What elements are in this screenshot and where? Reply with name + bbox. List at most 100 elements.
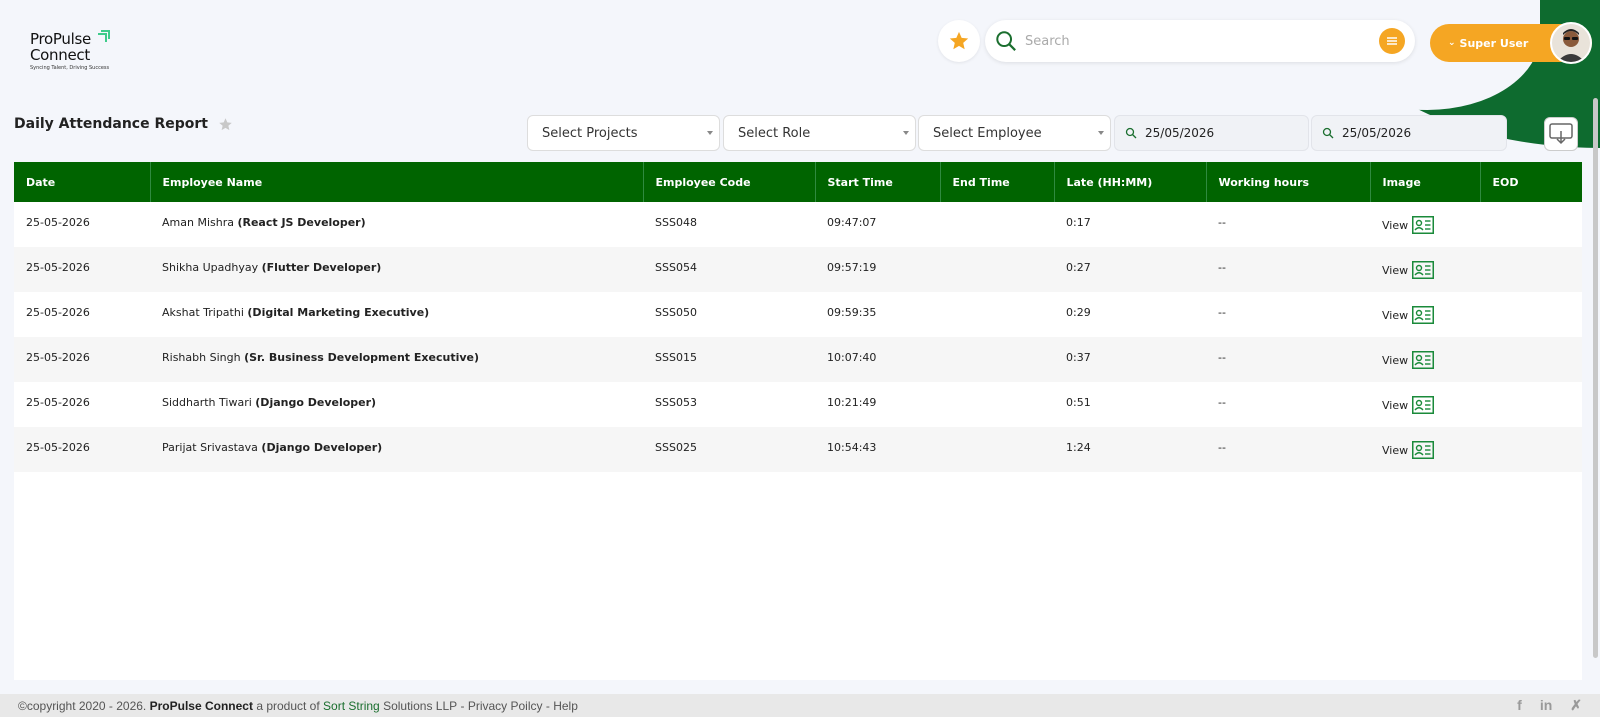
projects-select-value: Select Projects: [542, 125, 638, 141]
table-row: 25-05-2026 Shikha Upadhyay (Flutter Devel…: [14, 247, 1582, 292]
cell-eod: [1480, 427, 1582, 472]
cell-working-hours: --: [1218, 351, 1226, 364]
x-twitter-icon[interactable]: ✗: [1570, 697, 1582, 713]
view-label: View: [1382, 218, 1409, 232]
cell-employee-name: Parijat Srivastava (Django Developer): [150, 427, 643, 472]
column-header[interactable]: Date: [14, 162, 151, 202]
footer-privacy-link[interactable]: Privacy Poilcy: [467, 698, 543, 713]
id-card-icon: [1412, 306, 1435, 324]
favorite-button[interactable]: [938, 20, 980, 62]
column-header[interactable]: Employee Code: [643, 162, 816, 202]
employee-name: Siddharth Tiwari: [162, 396, 252, 409]
export-button[interactable]: [1544, 117, 1578, 151]
user-name: Super User: [1459, 36, 1529, 50]
column-header[interactable]: Working hours: [1206, 162, 1371, 202]
table-row: 25-05-2026 Akshat Tripathi (Digital Marke…: [14, 292, 1582, 337]
footer: ©copyright 2020 - 2026. ProPulse Connect…: [0, 694, 1600, 717]
employee-role: (Sr. Business Development Executive): [244, 351, 479, 364]
cell-employee-code: SSS015: [655, 351, 697, 364]
search-bar[interactable]: [985, 20, 1415, 62]
cell-late: 0:27: [1066, 261, 1091, 274]
cell-working-hours: --: [1218, 306, 1226, 319]
role-select-value: Select Role: [738, 125, 811, 141]
cell-late: 0:51: [1066, 396, 1091, 409]
view-label: View: [1382, 398, 1409, 412]
view-image-link[interactable]: View: [1382, 216, 1468, 234]
column-header[interactable]: End Time: [940, 162, 1055, 202]
employee-role: (Flutter Developer): [261, 261, 382, 274]
projects-select[interactable]: Select Projects: [527, 115, 720, 151]
column-header[interactable]: Start Time: [815, 162, 941, 202]
cell-late: 1:24: [1066, 441, 1091, 454]
user-avatar-icon: [1552, 24, 1590, 62]
employee-select[interactable]: Select Employee: [918, 115, 1111, 151]
search-input[interactable]: [1025, 33, 1379, 49]
employee-name: Rishabh Singh: [162, 351, 241, 364]
user-menu-button[interactable]: ⌄ Super User: [1430, 22, 1592, 64]
cell-employee-code: SSS050: [655, 306, 697, 319]
cell-start-time: 09:59:35: [827, 306, 877, 319]
footer-company-link[interactable]: Sort String: [323, 698, 380, 713]
facebook-icon[interactable]: f: [1517, 697, 1522, 713]
cell-image: View: [1370, 382, 1480, 427]
employee-role: (React JS Developer): [237, 216, 366, 229]
from-date-field[interactable]: 25/05/2026: [1114, 115, 1309, 151]
role-select[interactable]: Select Role: [723, 115, 916, 151]
column-header[interactable]: Employee Name: [150, 162, 644, 202]
employee-name: Shikha Upadhyay: [162, 261, 259, 274]
cell-working-hours: --: [1218, 441, 1226, 454]
cell-employee-code: SSS053: [655, 396, 697, 409]
avatar[interactable]: [1550, 22, 1592, 64]
footer-separator: -: [460, 698, 465, 713]
chevron-down-icon: ⌄: [1448, 38, 1456, 48]
cell-date: 25-05-2026: [26, 351, 90, 364]
search-icon: [996, 31, 1016, 51]
cell-eod: [1480, 247, 1582, 292]
social-links: f in ✗: [1517, 697, 1582, 714]
cell-eod: [1480, 337, 1582, 382]
view-image-link[interactable]: View: [1382, 306, 1468, 324]
cell-end-time: [940, 247, 1054, 292]
bookmark-star-icon[interactable]: [218, 117, 233, 132]
column-header[interactable]: Late (HH:MM): [1054, 162, 1207, 202]
cell-late: 0:29: [1066, 306, 1091, 319]
view-image-link[interactable]: View: [1382, 441, 1468, 459]
cell-start-time: 09:57:19: [827, 261, 877, 274]
view-label: View: [1382, 263, 1409, 277]
employee-name: Parijat Srivastava: [162, 441, 258, 454]
footer-brand: ProPulse Connect: [149, 698, 253, 713]
from-date-value: 25/05/2026: [1145, 126, 1215, 140]
brand-logo[interactable]: ProPulse Connect Syncing Talent, Driving…: [30, 30, 110, 71]
cell-eod: [1480, 382, 1582, 427]
menu-icon: [1387, 37, 1397, 45]
cell-working-hours: --: [1218, 261, 1226, 274]
page-scrollbar[interactable]: [1593, 98, 1598, 658]
caret-down-icon: [903, 131, 909, 135]
cell-employee-name: Shikha Upadhyay (Flutter Developer): [150, 247, 643, 292]
cell-image: View: [1370, 202, 1480, 247]
view-image-link[interactable]: View: [1382, 396, 1468, 414]
linkedin-icon[interactable]: in: [1539, 697, 1553, 713]
cell-employee-name: Rishabh Singh (Sr. Business Development …: [150, 337, 643, 382]
employee-role: (Digital Marketing Executive): [247, 306, 430, 319]
column-header[interactable]: EOD: [1492, 175, 1519, 189]
view-image-link[interactable]: View: [1382, 351, 1468, 369]
footer-help-link[interactable]: Help: [553, 698, 578, 713]
cell-end-time: [940, 292, 1054, 337]
cell-image: View: [1370, 337, 1480, 382]
view-image-link[interactable]: View: [1382, 261, 1468, 279]
table-row: 25-05-2026 Parijat Srivastava (Django Dev…: [14, 427, 1582, 472]
cell-image: View: [1370, 247, 1480, 292]
cell-late: 0:37: [1066, 351, 1091, 364]
employee-role: (Django Developer): [261, 441, 383, 454]
table-row: 25-05-2026 Aman Mishra (React JS Develope…: [14, 202, 1582, 247]
cell-date: 25-05-2026: [26, 261, 90, 274]
cell-employee-code: SSS054: [655, 261, 697, 274]
footer-separator: -: [545, 698, 550, 713]
cell-image: View: [1370, 427, 1480, 472]
footer-company-rest: Solutions LLP: [383, 698, 458, 713]
to-date-field[interactable]: 25/05/2026: [1311, 115, 1507, 151]
column-header[interactable]: Image: [1370, 162, 1481, 202]
search-menu-button[interactable]: [1379, 28, 1405, 54]
cell-start-time: 09:47:07: [827, 216, 877, 229]
